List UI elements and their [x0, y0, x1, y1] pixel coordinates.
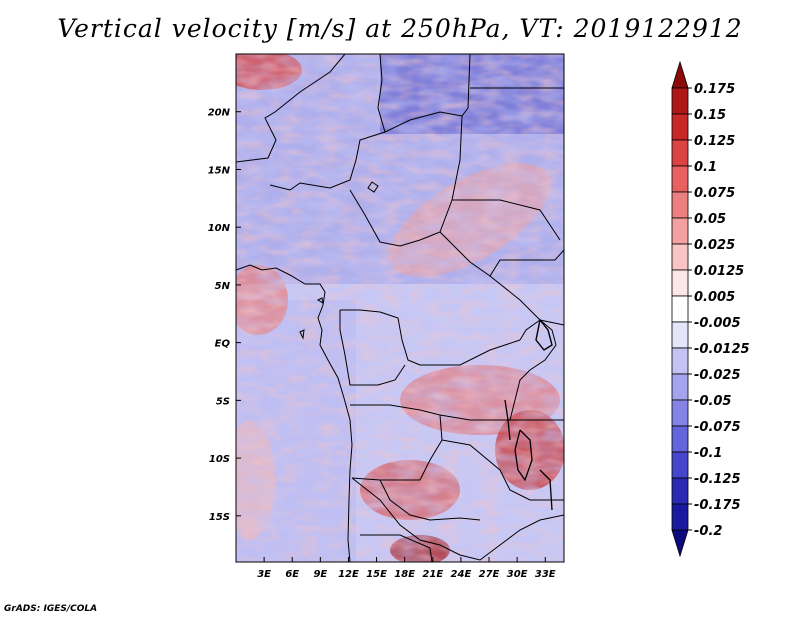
- colorbar-level-label: -0.175: [694, 498, 741, 513]
- lon-tick-label: 6E: [285, 569, 299, 580]
- colorbar-level-label: -0.1: [694, 446, 722, 461]
- colorbar-level-label: 0.05: [694, 212, 726, 227]
- colorbar-swatch: [671, 399, 689, 427]
- colorbar-swatch: [671, 243, 689, 271]
- colorbar-swatch: [671, 477, 689, 505]
- latitude-axis: 20N 15N 10N 5N EQ 5S 10S 15S: [208, 108, 241, 523]
- colorbar-swatch: [671, 503, 689, 531]
- lat-tick-label: 5S: [216, 396, 230, 407]
- lon-tick-label: 15E: [366, 569, 387, 580]
- lat-tick-label: 15N: [208, 165, 231, 176]
- colorbar-swatch: [671, 347, 689, 375]
- colorbar-level-label: 0.125: [694, 134, 735, 149]
- colorbar-level-label: -0.2: [694, 524, 722, 539]
- lat-tick-label: 15S: [209, 512, 230, 523]
- colorbar-level-label: 0.15: [694, 108, 726, 123]
- colorbar-level-label: -0.005: [694, 316, 741, 331]
- longitude-axis: 3E 6E 9E 12E 15E 18E 21E 24E 27E 30E 33E: [257, 557, 556, 580]
- colorbar-swatch: [671, 295, 689, 323]
- colorbar-swatch: [671, 529, 689, 558]
- lat-tick-label: 10N: [208, 223, 231, 234]
- colorbar-swatch: [671, 60, 689, 89]
- lat-tick-label: 20N: [208, 108, 231, 119]
- colorbar-level-label: -0.0125: [694, 342, 750, 357]
- colorbar-swatch: [671, 217, 689, 245]
- colorbar-swatch: [671, 373, 689, 401]
- colorbar-swatch: [671, 87, 689, 115]
- lon-tick-label: 27E: [479, 569, 500, 580]
- lon-tick-label: 30E: [507, 569, 528, 580]
- lon-tick-label: 33E: [535, 569, 556, 580]
- colorbar-level-label: 0.0125: [694, 264, 744, 279]
- country-borders: [236, 54, 564, 562]
- colorbar-swatch: [671, 191, 689, 219]
- colorbar-level-label: -0.05: [694, 394, 731, 409]
- lon-tick-label: 3E: [257, 569, 271, 580]
- colorbar-level-label: 0.175: [694, 82, 735, 97]
- colorbar-swatch: [671, 139, 689, 167]
- map-frame: [235, 53, 565, 563]
- lon-tick-label: 12E: [338, 569, 359, 580]
- colorbar-swatch: [671, 321, 689, 349]
- colorbar-swatch: [671, 425, 689, 453]
- lon-tick-label: 18E: [394, 569, 415, 580]
- colorbar-swatch: [671, 113, 689, 141]
- colorbar-swatch: [671, 165, 689, 193]
- lat-tick-label: 5N: [215, 281, 231, 292]
- colorbar-level-label: -0.025: [694, 368, 741, 383]
- chart-title: Vertical velocity [m/s] at 250hPa, VT: 2…: [57, 14, 743, 43]
- colorbar-level-label: 0.025: [694, 238, 735, 253]
- colorbar-swatch: [671, 451, 689, 479]
- lon-tick-label: 21E: [422, 569, 443, 580]
- colorbar-level-label: -0.125: [694, 472, 741, 487]
- lon-tick-label: 9E: [313, 569, 327, 580]
- colorbar-level-label: 0.005: [694, 290, 735, 305]
- lat-tick-label: 10S: [209, 454, 230, 465]
- colorbar-level-label: 0.075: [694, 186, 735, 201]
- lon-tick-label: 24E: [451, 569, 472, 580]
- colorbar-level-label: -0.075: [694, 420, 741, 435]
- colorbar-level-label: 0.1: [694, 160, 717, 175]
- velocity-field: [236, 54, 564, 562]
- lat-tick-label: EQ: [215, 339, 231, 350]
- colorbar-swatch: [671, 269, 689, 297]
- colorbar: 0.175 0.15 0.125 0.1 0.075 0.05 0.025 0.0125 0.0…: [671, 60, 750, 558]
- grads-credit: GrADS: IGES/COLA: [4, 604, 98, 614]
